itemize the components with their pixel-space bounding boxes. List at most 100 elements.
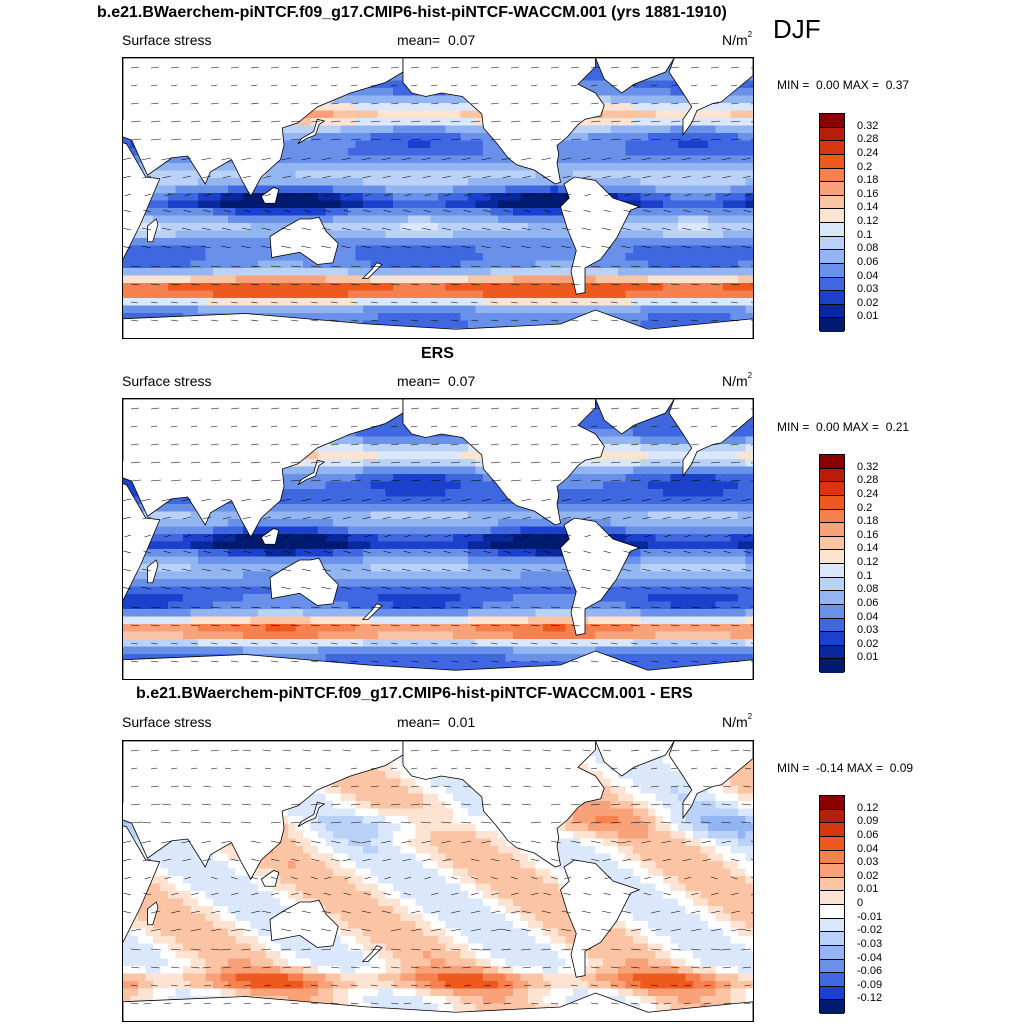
panel3-minmax: MIN = -0.14 MAX = 0.09 (777, 761, 914, 775)
colorbar-tick-label: 0.03 (857, 283, 879, 296)
panel1-variable-label: Surface stress (122, 32, 212, 48)
colorbar-tick-label: -0.09 (857, 978, 883, 991)
colorbar-swatch (820, 154, 844, 169)
colorbar-tick-label: 0.18 (857, 174, 879, 187)
panel2-map (122, 398, 754, 680)
colorbar-tick-label: 0.03 (857, 856, 879, 869)
main-title: b.e21.BWaerchem-piNTCF.f09_g17.CMIP6-his… (97, 4, 727, 21)
colorbar-swatch (820, 564, 844, 578)
panel3-units: N/m2 (722, 712, 753, 730)
colorbar-tick-label: 0.04 (857, 842, 879, 855)
colorbar-tick-label: 0.02 (857, 637, 879, 650)
colorbar-tick-label: 0.18 (857, 515, 879, 528)
colorbar-swatch (820, 277, 844, 292)
colorbar-tick-label: 0.08 (857, 242, 879, 255)
colorbar-tick-label: 0.14 (857, 201, 879, 214)
colorbar-swatch (820, 645, 844, 660)
colorbar-tick-label: 0.02 (857, 296, 879, 309)
colorbar-tick-label: 0.2 (857, 160, 873, 173)
colorbar-swatch (820, 1000, 844, 1014)
colorbar-swatch (820, 455, 844, 469)
colorbar-tick-label: 0.06 (857, 255, 879, 268)
colorbar-swatch (820, 945, 844, 960)
colorbar-swatch (820, 618, 844, 633)
colorbar-swatch (820, 250, 844, 264)
colorbar-swatch (820, 959, 844, 974)
colorbar-tick-label: 0.01 (857, 883, 879, 896)
colorbar-tick-label: 0.28 (857, 474, 879, 487)
colorbar-tick-label: 0.12 (857, 801, 879, 814)
colorbar-tick-label: 0.14 (857, 542, 879, 555)
colorbar-swatch (820, 632, 844, 646)
colorbar-swatch (820, 659, 844, 673)
colorbar-tick-label: -0.12 (857, 992, 883, 1005)
colorbar-tick-label: 0.01 (857, 310, 879, 323)
colorbar-swatch (820, 141, 844, 155)
colorbar-swatch (820, 796, 844, 810)
colorbar-swatch (820, 973, 844, 987)
colorbar-swatch (820, 550, 844, 564)
colorbar-tick-label: 0.06 (857, 596, 879, 609)
colorbar-swatch (820, 304, 844, 319)
colorbar-tick-label: 0.32 (857, 119, 879, 132)
colorbar-swatch (820, 223, 844, 237)
colorbar-tick-label: 0.28 (857, 133, 879, 146)
colorbar-swatch (820, 577, 844, 592)
colorbar-tick-label: 0.24 (857, 487, 879, 500)
colorbar-swatch (820, 905, 844, 919)
colorbar-swatch (820, 114, 844, 128)
panel3-mean-label: mean= 0.01 (397, 714, 476, 730)
colorbar-tick-label: 0.1 (857, 228, 873, 241)
colorbar-swatch (820, 468, 844, 483)
panel2-minmax: MIN = 0.00 MAX = 0.21 (777, 420, 910, 434)
colorbar-swatch (820, 836, 844, 851)
colorbar-swatch (820, 604, 844, 619)
colorbar-tick-label: -0.01 (857, 910, 883, 923)
colorbar-swatch (820, 918, 844, 933)
colorbar-swatch (820, 932, 844, 946)
colorbar-tick-label: 0.12 (857, 556, 879, 568)
panel1-mean-label: mean= 0.07 (397, 32, 476, 48)
colorbar-swatch (820, 291, 844, 305)
colorbar-swatch (820, 536, 844, 551)
colorbar-tick-label: 0.09 (857, 815, 879, 828)
colorbar-tick-label: -0.02 (857, 924, 883, 937)
panel3-variable-label: Surface stress (122, 714, 212, 730)
panel3-colorbar (819, 795, 845, 1014)
panel1-units: N/m2 (722, 30, 753, 48)
colorbar-tick-label: 0.2 (857, 501, 873, 514)
season-label: DJF (773, 14, 821, 44)
colorbar-tick-label: 0.04 (857, 269, 879, 282)
colorbar-swatch (820, 891, 844, 905)
colorbar-swatch (820, 482, 844, 496)
colorbar-swatch (820, 509, 844, 524)
panel2-units: N/m2 (722, 371, 753, 389)
colorbar-swatch (820, 168, 844, 183)
colorbar-tick-label: 0.16 (857, 187, 879, 200)
colorbar-swatch (820, 127, 844, 142)
colorbar-swatch (820, 495, 844, 510)
colorbar-tick-label: 0.02 (857, 869, 879, 882)
colorbar-swatch (820, 195, 844, 210)
colorbar-swatch (820, 182, 844, 196)
colorbar-swatch (820, 318, 844, 332)
colorbar-tick-label: -0.03 (857, 937, 883, 950)
colorbar-tick-label: 0.32 (857, 460, 879, 473)
panel2-heading: ERS (421, 345, 454, 362)
colorbar-tick-label: -0.04 (857, 951, 883, 964)
panel2-mean-label: mean= 0.07 (397, 373, 476, 389)
colorbar-swatch (820, 809, 844, 824)
colorbar-swatch (820, 263, 844, 278)
panel1-map (122, 57, 754, 339)
colorbar-swatch (820, 864, 844, 878)
colorbar-tick-label: 0 (857, 897, 864, 909)
panel2-colorbar (819, 454, 845, 673)
colorbar-tick-label: 0.16 (857, 528, 879, 541)
colorbar-tick-label: 0.12 (857, 215, 879, 227)
colorbar-tick-label: 0.24 (857, 146, 879, 159)
panel3-heading: b.e21.BWaerchem-piNTCF.f09_g17.CMIP6-his… (136, 685, 693, 702)
colorbar-tick-label: 0.06 (857, 828, 879, 841)
colorbar-swatch (820, 877, 844, 892)
colorbar-tick-label: 0.03 (857, 624, 879, 637)
panel3-map (122, 740, 754, 1022)
